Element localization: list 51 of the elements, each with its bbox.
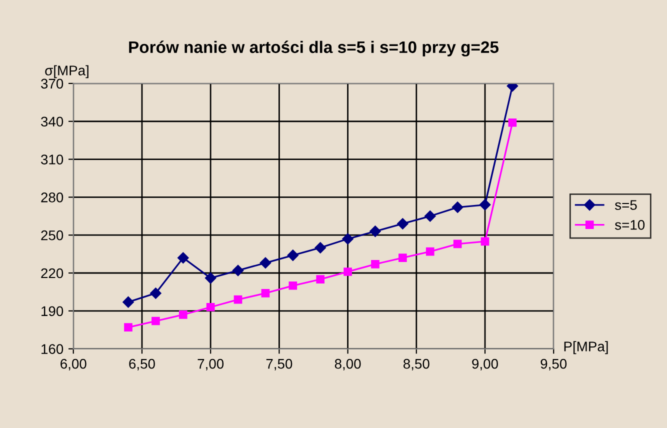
x-tick-label: 7,00 [198,358,224,370]
point [234,295,242,304]
point [316,275,325,284]
point [398,254,407,262]
x-tick-label: 7,50 [266,358,292,370]
point [204,272,216,284]
point [232,264,244,276]
point [178,252,189,264]
y-tick-label: 190 [42,306,64,316]
point [506,83,518,92]
point [452,202,464,213]
point [479,199,491,210]
point [314,242,326,254]
point [342,233,354,244]
chart-title: Porów nanie w artości dla s=5 i s=10 przy g=25 [129,40,499,56]
x-axis-title: P[MPa] [564,341,608,354]
y-tick-label: 250 [41,230,64,240]
point [124,323,132,332]
y-tick-label: 220 [41,268,64,278]
legend-label: s=5 [614,200,637,210]
point [206,302,215,312]
legend-label: s=10 [614,220,645,230]
point [424,210,436,222]
x-tick-label: 6,50 [129,358,155,370]
point [453,240,462,248]
x-tick-label: 8,50 [403,358,430,370]
y-tick-label: 370 [41,78,64,89]
point [150,288,162,299]
x-tick-label: 8,00 [334,358,361,370]
x-tick-label: 6,00 [60,358,86,370]
point [178,310,188,319]
point [397,218,408,230]
y-tick-label: 160 [42,344,64,354]
point [152,316,160,326]
x-tick-label: 9,50 [540,358,567,370]
point [426,247,434,256]
point [370,226,381,237]
y-tick-label: 340 [41,116,64,127]
point [344,268,352,276]
y-axis-title: σ[MPa] [45,65,88,78]
y-tick-label: 280 [41,192,64,202]
point [287,250,299,261]
point [288,281,298,290]
point [122,296,134,308]
point [508,118,517,127]
y-tick-label: 310 [41,154,64,164]
point [261,289,270,298]
point [260,257,272,268]
point [480,237,490,246]
point [371,260,380,268]
x-tick-label: 9,00 [472,358,498,370]
